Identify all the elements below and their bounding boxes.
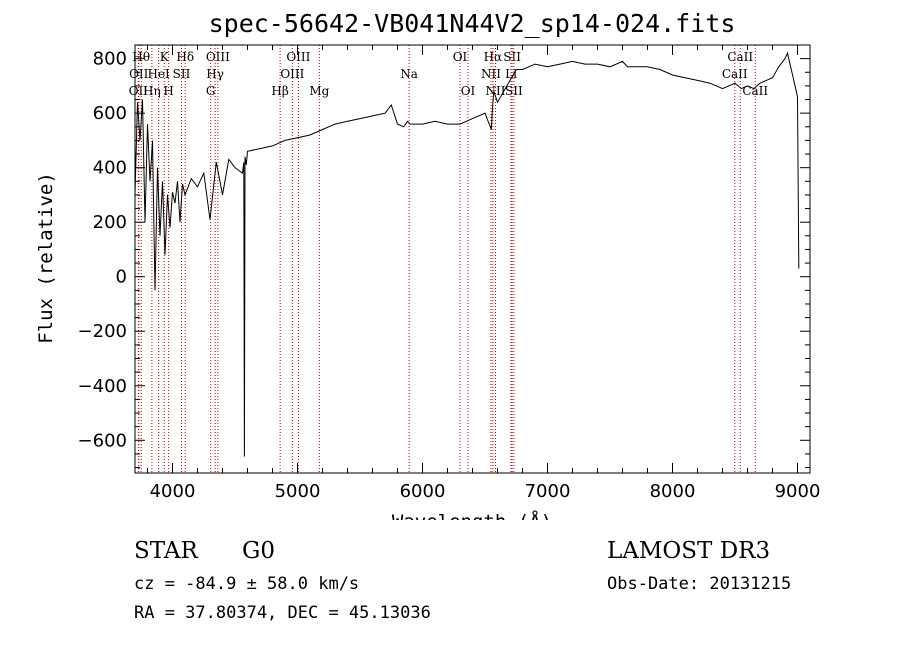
spectral-line-label: NII [481,67,501,81]
object-subclass: G0 [242,538,276,564]
spectral-line-label: SII [173,67,191,81]
survey-name: LAMOST DR3 [607,538,771,564]
axis-ticks: 4000 5000 6000 7000 8000 9000 −600 −400 −200 0 200… [78,44,821,502]
spectral-line-label: OIII [286,50,310,64]
spectral-line-label: SII [505,84,523,98]
spectral-line-label: K [160,50,170,64]
y-axis-label: Flux (relative) [35,172,57,344]
spectral-line-label: OIII [206,50,230,64]
object-class: STAR [134,538,198,564]
sky-coordinates: RA = 37.80374, DEC = 45.13036 [134,603,431,623]
spectral-line-label: CaII [722,67,748,81]
spectral-line-label: Li [505,67,517,81]
spectral-line-label: Hδ [176,50,194,64]
x-tick-label: 4000 [150,481,196,502]
spectral-line-label: CaII [742,84,768,98]
spectral-line-label: OIII [280,67,304,81]
chart-title: spec-56642-VB041N44V2_sp14-024.fits [209,9,736,38]
spectral-line-label: Hβ [271,84,288,98]
spectral-line-label: Mg [309,84,329,98]
x-tick-label: 5000 [275,481,321,502]
x-tick-label: 8000 [650,481,696,502]
y-tick-label: −400 [78,376,127,397]
spectral-line-label: Na [400,67,418,81]
spectral-line-label: Hθ [132,50,150,64]
redshift-cz: cz = -84.9 ± 58.0 km/s [134,574,360,594]
plot-frame [134,44,811,474]
spectral-lines-layer: OIIHθOIIHηHeIKHSIIHδOIIIHγGHβOIIIOIIIMgN… [129,45,768,473]
x-tick-label: 6000 [400,481,446,502]
observation-date: Obs-Date: 20131215 [607,574,792,594]
spectral-line-label: H [163,84,173,98]
y-tick-label: −600 [78,430,127,451]
spectral-line-label: Hη [143,84,161,98]
spectral-line-label: OI [453,50,468,64]
spectral-line-label: OII [129,67,149,81]
spectral-line-label: HeI [147,67,170,81]
spectral-line-label: CaII [727,50,753,64]
y-tick-label: 400 [93,158,127,179]
spectrum-chart: spec-56642-VB041N44V2_sp14-024.fits OIIH… [35,9,821,520]
y-tick-label: 0 [116,267,127,288]
y-tick-label: 200 [93,212,127,233]
spectral-line-label: Hα [484,50,503,64]
spectral-line-label: OI [461,84,476,98]
x-tick-label: 9000 [775,481,821,502]
x-axis-label: Wavelength (Å) [392,510,552,520]
flux-series-line [134,51,800,457]
spectral-line-label: NII [486,84,506,98]
spectral-line-label: SII [503,50,521,64]
y-tick-label: 600 [93,103,127,124]
x-tick-label: 7000 [525,481,571,502]
y-tick-label: −200 [78,321,127,342]
spectral-line-label: Hγ [206,67,224,81]
spectral-line-label: G [206,84,216,98]
y-tick-label: 800 [93,49,127,70]
